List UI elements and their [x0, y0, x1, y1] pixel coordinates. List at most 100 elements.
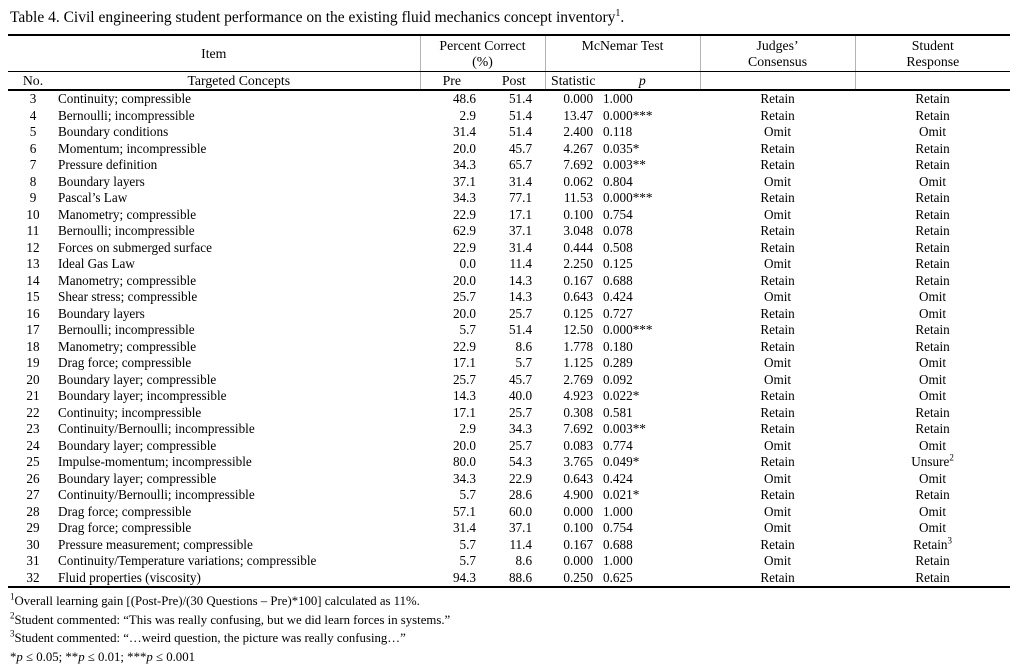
targeted-concept-cell: Manometry; compressible — [58, 273, 420, 290]
post-percent-cell: 8.6 — [483, 339, 545, 356]
student-response-value: Omit — [919, 438, 946, 453]
student-response-cell: Retain — [855, 421, 1010, 438]
student-response-line1: Student — [856, 38, 1011, 54]
table-row: 19 Drag force; compressible 17.1 5.7 1.1… — [8, 355, 1010, 372]
mcnemar-statistic-cell: 2.400 — [545, 124, 601, 141]
sig-seg1: ≤ 0.05; — [23, 650, 66, 664]
student-response-value: Retain — [915, 322, 949, 337]
targeted-concept-cell: Drag force; compressible — [58, 504, 420, 521]
item-number-cell: 8 — [8, 174, 58, 191]
student-response-cell: Omit — [855, 124, 1010, 141]
p-value-cell: 0.035* — [601, 141, 700, 158]
judges-consensus-cell: Omit — [700, 504, 855, 521]
student-response-value: Retain — [915, 405, 949, 420]
judges-consensus-cell: Omit — [700, 124, 855, 141]
table-row: 27 Continuity/Bernoulli; incompressible … — [8, 487, 1010, 504]
mcnemar-statistic-cell: 0.167 — [545, 273, 601, 290]
targeted-concept-cell: Bernoulli; incompressible — [58, 322, 420, 339]
pre-percent-cell: 34.3 — [420, 471, 483, 488]
judges-consensus-line1: Judges’ — [701, 38, 855, 54]
table-row: 31 Continuity/Temperature variations; co… — [8, 553, 1010, 570]
judges-consensus-cell: Omit — [700, 520, 855, 537]
p-value-cell: 0.289 — [601, 355, 700, 372]
table-row: 7 Pressure definition 34.3 65.7 7.692 0.… — [8, 157, 1010, 174]
table-row: 32 Fluid properties (viscosity) 94.3 88.… — [8, 570, 1010, 588]
post-percent-cell: 51.4 — [483, 90, 545, 108]
p-value-cell: 0.625 — [601, 570, 700, 588]
judges-consensus-cell: Retain — [700, 322, 855, 339]
post-percent-cell: 51.4 — [483, 124, 545, 141]
item-number-cell: 18 — [8, 339, 58, 356]
student-response-cell: Retain — [855, 141, 1010, 158]
student-response-value: Retain — [915, 570, 949, 585]
targeted-concept-cell: Fluid properties (viscosity) — [58, 570, 420, 588]
mcnemar-statistic-cell: 0.083 — [545, 438, 601, 455]
student-response-cell: Retain — [855, 90, 1010, 108]
table-row: 14 Manometry; compressible 20.0 14.3 0.1… — [8, 273, 1010, 290]
p-value-cell: 0.000*** — [601, 322, 700, 339]
student-response-cell: Omit — [855, 174, 1010, 191]
student-response-value: Omit — [919, 355, 946, 370]
col-header-student-spacer — [855, 72, 1010, 91]
student-response-value: Retain — [915, 108, 949, 123]
student-response-value: Retain — [915, 157, 949, 172]
col-header-judges-spacer — [700, 72, 855, 91]
post-percent-cell: 8.6 — [483, 553, 545, 570]
p-value-cell: 0.003** — [601, 421, 700, 438]
table-row: 5 Boundary conditions 31.4 51.4 2.400 0.… — [8, 124, 1010, 141]
judges-consensus-cell: Omit — [700, 207, 855, 224]
judges-consensus-cell: Omit — [700, 289, 855, 306]
student-response-value: Omit — [919, 174, 946, 189]
col-group-judges-consensus: Judges’ Consensus — [700, 35, 855, 72]
mcnemar-statistic-cell: 1.778 — [545, 339, 601, 356]
targeted-concept-cell: Manometry; compressible — [58, 207, 420, 224]
post-percent-cell: 25.7 — [483, 438, 545, 455]
table-row: 21 Boundary layer; incompressible 14.3 4… — [8, 388, 1010, 405]
footnote-3-text: Student commented: “…weird question, the… — [15, 631, 406, 645]
post-percent-cell: 77.1 — [483, 190, 545, 207]
student-response-cell: Retain — [855, 223, 1010, 240]
student-response-value: Retain — [915, 487, 949, 502]
item-number-cell: 17 — [8, 322, 58, 339]
footnote-2-text: Student commented: “This was really conf… — [15, 613, 451, 627]
student-response-line2: Response — [856, 54, 1011, 70]
pre-percent-cell: 22.9 — [420, 339, 483, 356]
p-value-cell: 0.000*** — [601, 190, 700, 207]
col-group-mcnemar-test: McNemar Test — [545, 35, 700, 72]
p-value-cell: 0.125 — [601, 256, 700, 273]
item-number-cell: 24 — [8, 438, 58, 455]
post-percent-cell: 25.7 — [483, 306, 545, 323]
col-group-item: Item — [8, 35, 420, 72]
mcnemar-statistic-cell: 0.000 — [545, 90, 601, 108]
targeted-concept-cell: Pascal’s Law — [58, 190, 420, 207]
post-percent-cell: 34.3 — [483, 421, 545, 438]
targeted-concept-cell: Continuity/Bernoulli; incompressible — [58, 421, 420, 438]
targeted-concept-cell: Continuity/Bernoulli; incompressible — [58, 487, 420, 504]
post-percent-cell: 31.4 — [483, 240, 545, 257]
student-response-cell: Omit — [855, 355, 1010, 372]
pre-percent-cell: 20.0 — [420, 141, 483, 158]
table-row: 23 Continuity/Bernoulli; incompressible … — [8, 421, 1010, 438]
table-row: 18 Manometry; compressible 22.9 8.6 1.77… — [8, 339, 1010, 356]
sig-star2: ** — [65, 650, 78, 664]
pre-percent-cell: 2.9 — [420, 108, 483, 125]
student-response-value: Omit — [919, 124, 946, 139]
mcnemar-statistic-cell: 0.308 — [545, 405, 601, 422]
post-percent-cell: 22.9 — [483, 471, 545, 488]
judges-consensus-cell: Omit — [700, 256, 855, 273]
targeted-concept-cell: Drag force; compressible — [58, 355, 420, 372]
student-response-cell: Omit — [855, 520, 1010, 537]
mcnemar-statistic-cell: 0.000 — [545, 504, 601, 521]
judges-consensus-cell: Omit — [700, 174, 855, 191]
mcnemar-statistic-cell: 0.167 — [545, 537, 601, 554]
judges-consensus-cell: Omit — [700, 471, 855, 488]
post-percent-cell: 17.1 — [483, 207, 545, 224]
judges-consensus-cell: Retain — [700, 90, 855, 108]
targeted-concept-cell: Boundary layer; incompressible — [58, 388, 420, 405]
col-header-targeted-concepts: Targeted Concepts — [58, 72, 420, 91]
table-row: 25 Impulse-momentum; incompressible 80.0… — [8, 454, 1010, 471]
p-value-cell: 0.754 — [601, 520, 700, 537]
item-number-cell: 13 — [8, 256, 58, 273]
col-header-post: Post — [483, 72, 545, 91]
targeted-concept-cell: Bernoulli; incompressible — [58, 223, 420, 240]
